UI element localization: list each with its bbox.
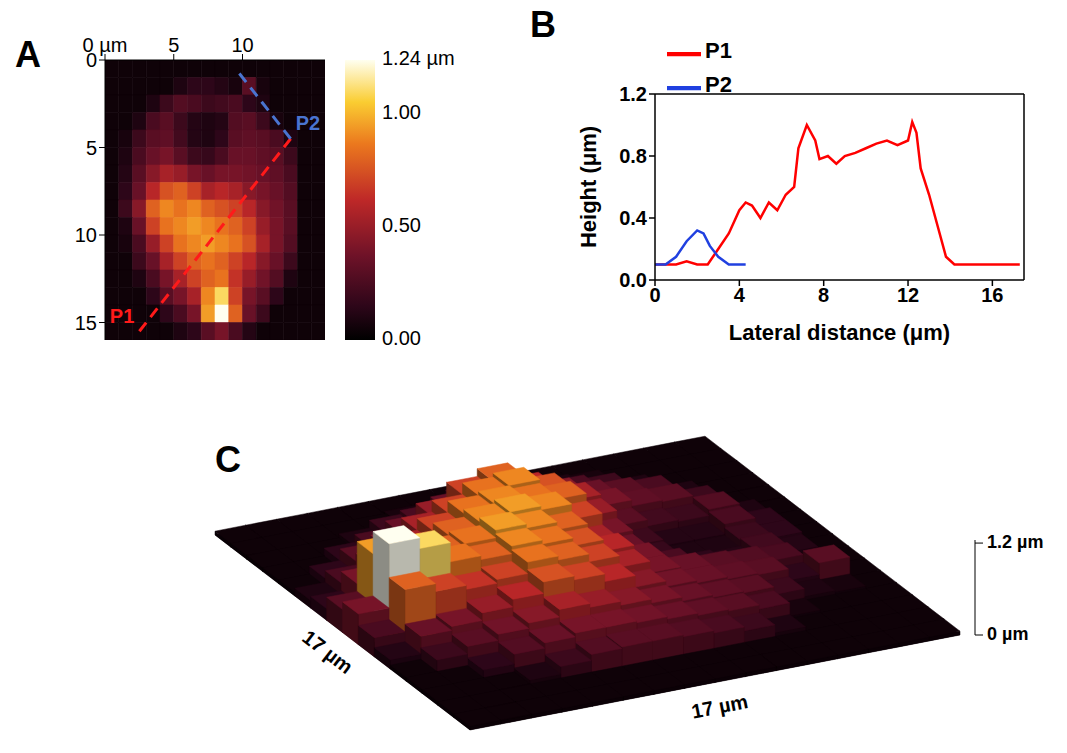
svg-text:0: 0 xyxy=(86,49,97,71)
svg-text:0 µm: 0 µm xyxy=(987,624,1028,644)
html-text:A: A xyxy=(15,34,41,75)
svg-text:P2: P2 xyxy=(296,112,320,134)
svg-text:5: 5 xyxy=(168,34,179,56)
svg-text:16: 16 xyxy=(981,284,1003,306)
svg-text:17 µm: 17 µm xyxy=(298,626,357,678)
svg-text:17 µm: 17 µm xyxy=(689,690,749,722)
html-text:B: B xyxy=(530,4,556,45)
svg-text:1.2: 1.2 xyxy=(619,83,647,105)
svg-text:0 µm: 0 µm xyxy=(82,34,128,56)
svg-text:0.8: 0.8 xyxy=(619,145,647,167)
svg-text:4: 4 xyxy=(734,284,746,306)
svg-text:0.0: 0.0 xyxy=(619,269,647,291)
svg-text:1.24 µm: 1.24 µm xyxy=(382,47,455,69)
svg-text:10: 10 xyxy=(231,34,253,56)
svg-text:Lateral distance (μm): Lateral distance (μm) xyxy=(729,320,950,345)
svg-text:0.50: 0.50 xyxy=(382,214,421,236)
svg-text:0.00: 0.00 xyxy=(382,327,421,349)
svg-text:5: 5 xyxy=(86,137,97,159)
svg-text:12: 12 xyxy=(897,284,919,306)
svg-text:10: 10 xyxy=(75,224,97,246)
html-text:P1: P1 xyxy=(705,38,732,64)
svg-text:Height (μm): Height (μm) xyxy=(576,126,601,248)
svg-text:P1: P1 xyxy=(110,305,134,327)
svg-text:8: 8 xyxy=(818,284,829,306)
html-text:C: C xyxy=(215,439,241,480)
svg-text:1.00: 1.00 xyxy=(382,101,421,123)
html-text:P2: P2 xyxy=(705,72,732,98)
svg-text:0: 0 xyxy=(649,284,660,306)
svg-text:0.4: 0.4 xyxy=(619,207,648,229)
svg-text:15: 15 xyxy=(75,312,97,334)
svg-text:1.2 µm: 1.2 µm xyxy=(987,532,1043,552)
